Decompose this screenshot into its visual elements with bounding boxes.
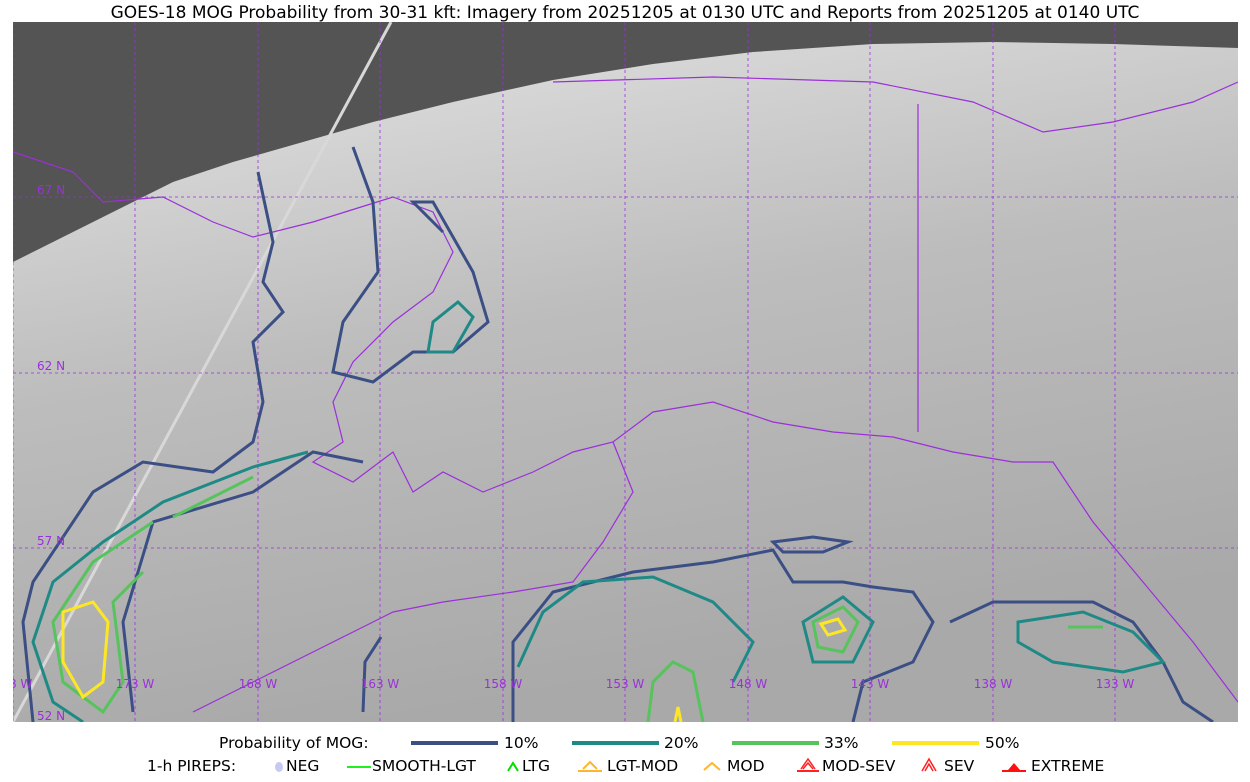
lgt-mod-icon: [578, 760, 602, 772]
chart-title: GOES-18 MOG Probability from 30-31 kft: …: [110, 3, 1140, 23]
swatch-33pct: [732, 741, 819, 745]
mod-icon: [703, 761, 721, 771]
pirep-label-lgt-mod: LGT-MOD: [607, 757, 679, 775]
pirep-label-ltg: LTG: [522, 757, 550, 775]
legend-label-50pct: 50%: [985, 734, 1020, 752]
mod-sev-icon: [797, 757, 819, 772]
no-data-region: [13, 22, 1238, 262]
sev-icon: [921, 757, 937, 772]
latitude-labels: 67 N 62 N 57 N 52 N: [37, 183, 65, 722]
pirep-legend: 1-h PIREPS: NEG SMOOTH-LGT LTG LGT-MOD M…: [0, 757, 1250, 777]
pirep-label-neg: NEG: [286, 757, 320, 775]
coastlines: [13, 76, 1238, 713]
lon-label: 163 W: [361, 677, 400, 691]
lon-label: 178 W: [13, 677, 32, 691]
legend-label-20pct: 20%: [664, 734, 699, 752]
lon-label: 158 W: [484, 677, 523, 691]
satellite-map: 67 N 62 N 57 N 52 N 178 W 173 W 168 W 16…: [13, 22, 1238, 722]
swatch-10pct: [411, 741, 498, 745]
lon-label: 143 W: [851, 677, 890, 691]
lat-label: 57 N: [37, 534, 65, 548]
pirep-label-extreme: EXTREME: [1031, 757, 1105, 775]
lat-label: 67 N: [37, 183, 65, 197]
extreme-icon: [1002, 763, 1026, 772]
pirep-label-mod: MOD: [727, 757, 765, 775]
lon-label: 148 W: [729, 677, 768, 691]
pirep-label-smooth-lgt: SMOOTH-LGT: [372, 757, 476, 775]
swatch-50pct: [892, 741, 979, 745]
legend-label-10pct: 10%: [504, 734, 539, 752]
swatch-20pct: [572, 741, 659, 745]
lon-label: 168 W: [239, 677, 278, 691]
pirep-legend-title: 1-h PIREPS:: [147, 757, 237, 775]
ltg-icon: [507, 761, 519, 772]
lon-label: 173 W: [116, 677, 155, 691]
lon-label: 133 W: [1096, 677, 1135, 691]
contours-20pct: [31, 299, 1166, 722]
lat-label: 62 N: [37, 359, 65, 373]
probability-legend-title: Probability of MOG:: [219, 734, 369, 752]
lon-label: 138 W: [974, 677, 1013, 691]
orbit-track: [13, 22, 393, 722]
contours-50pct: [61, 600, 848, 722]
longitude-labels: 178 W 173 W 168 W 163 W 158 W 153 W 148 …: [13, 677, 1134, 691]
pirep-label-mod-sev: MOD-SEV: [822, 757, 896, 775]
pirep-label-sev: SEV: [944, 757, 975, 775]
legend-label-33pct: 33%: [824, 734, 859, 752]
lon-label: 153 W: [606, 677, 645, 691]
neg-icon: [275, 762, 283, 772]
probability-legend: Probability of MOG: 10% 20% 33% 50%: [0, 734, 1250, 754]
smooth-lgt-icon: [347, 766, 371, 768]
lat-label: 52 N: [37, 709, 65, 722]
contours-10pct: [21, 146, 1214, 722]
